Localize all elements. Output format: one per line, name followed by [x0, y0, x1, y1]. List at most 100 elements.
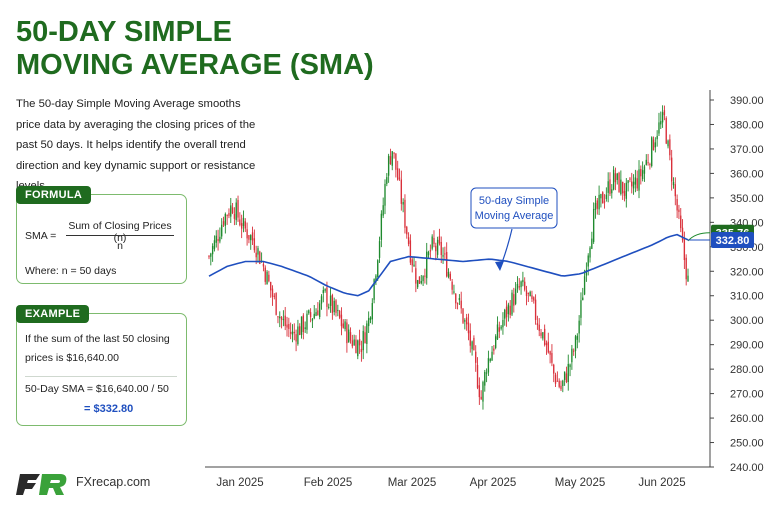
x-tick-label: Feb 2025: [304, 477, 353, 489]
candle-body: [389, 156, 392, 165]
candle-body: [275, 293, 277, 315]
candle-body: [554, 374, 557, 384]
candle-body: [471, 341, 473, 350]
candle-body: [393, 152, 395, 154]
candle-body: [342, 323, 344, 328]
candle-body: [284, 315, 286, 327]
candle-body: [571, 348, 573, 363]
candle-body: [558, 380, 560, 387]
candle-body: [418, 276, 421, 284]
candle-body: [676, 199, 678, 211]
candle-body: [215, 235, 217, 243]
candle-body: [602, 192, 604, 204]
candle-body: [640, 169, 642, 177]
candle-body: [233, 213, 236, 219]
example-tag: EXAMPLE: [16, 305, 90, 323]
candle-body: [580, 300, 582, 318]
candle-body: [240, 223, 243, 229]
candle-body: [612, 169, 615, 190]
candle-body: [329, 295, 332, 306]
candle-body: [231, 207, 234, 214]
candle-body: [293, 331, 295, 334]
candle-body: [518, 286, 520, 288]
y-tick-label: 250.00: [730, 438, 764, 450]
candle-body: [509, 305, 511, 316]
candle-body: [516, 283, 519, 289]
candle-body: [611, 189, 613, 194]
candle-body: [631, 181, 633, 187]
candle-body: [680, 215, 682, 229]
candle-body: [574, 336, 577, 351]
example-text: If the sum of the last 50 closing prices…: [25, 333, 170, 364]
candle-body: [228, 212, 230, 216]
candle-body: [562, 380, 564, 386]
candle-body: [522, 279, 524, 283]
candle-body: [678, 209, 680, 213]
candle-body: [507, 304, 510, 315]
candle-body: [614, 173, 617, 183]
candle-body: [319, 303, 321, 317]
candle-body: [589, 247, 591, 258]
formula-fraction-line: [66, 235, 174, 236]
candle-body: [549, 351, 551, 355]
annotation-arrowhead: [495, 261, 504, 271]
candle-body: [661, 112, 664, 123]
candle-body: [458, 298, 461, 301]
candle-body: [426, 251, 428, 279]
candle-body: [524, 281, 526, 290]
candle-body: [270, 281, 272, 291]
candle-body: [620, 179, 622, 195]
candle-body: [246, 229, 248, 239]
candle-body: [525, 290, 528, 296]
candle-body: [338, 310, 341, 318]
candle-body: [380, 213, 383, 240]
candle-body: [582, 297, 584, 301]
y-tick-label: 300.00: [730, 315, 764, 327]
example-box: [16, 313, 187, 426]
candle-body: [266, 271, 268, 285]
candle-body: [660, 121, 662, 125]
candle-body: [623, 191, 626, 196]
candle-body: [476, 364, 479, 388]
candle-body: [480, 396, 482, 400]
y-tick-label: 270.00: [730, 389, 764, 401]
candle-body: [304, 327, 306, 330]
candle-body: [387, 155, 390, 176]
candle-body: [632, 181, 635, 189]
candle-body: [375, 275, 377, 282]
candle-body: [603, 201, 606, 203]
candle-body: [652, 139, 655, 150]
candle-body: [605, 194, 608, 200]
candle-body: [335, 300, 337, 313]
candle-body: [224, 213, 227, 226]
candle-body: [469, 330, 471, 346]
candle-body: [504, 309, 506, 319]
candle-body: [625, 182, 627, 199]
candle-body: [273, 295, 275, 297]
candle-body: [322, 290, 324, 294]
formula-denominator: n: [117, 240, 123, 252]
candle-body: [669, 139, 671, 156]
x-tick-label: Jun 2025: [638, 477, 685, 489]
annotation-line-1: 50-day Simple: [479, 195, 549, 207]
candle-body: [663, 110, 666, 116]
candle-body: [465, 317, 468, 325]
candle-body: [239, 219, 241, 226]
candle-body: [634, 177, 637, 185]
y-tick-label: 280.00: [730, 364, 764, 376]
candle-body: [636, 178, 638, 189]
candle-body: [656, 135, 658, 140]
candle-body: [627, 180, 629, 184]
example-calc: 50-Day SMA = $16,640.00 / 50: [25, 383, 169, 395]
candle-body: [618, 172, 620, 193]
candle-body: [404, 199, 406, 228]
candle-body: [400, 179, 403, 204]
candle-body: [547, 341, 549, 353]
candle-body: [467, 322, 470, 334]
y-tick-label: 320.00: [730, 266, 764, 278]
y-tick-label: 380.00: [730, 119, 764, 131]
y-tick-label: 350.00: [730, 193, 764, 205]
candle-body: [357, 340, 359, 357]
candle-body: [277, 316, 279, 318]
